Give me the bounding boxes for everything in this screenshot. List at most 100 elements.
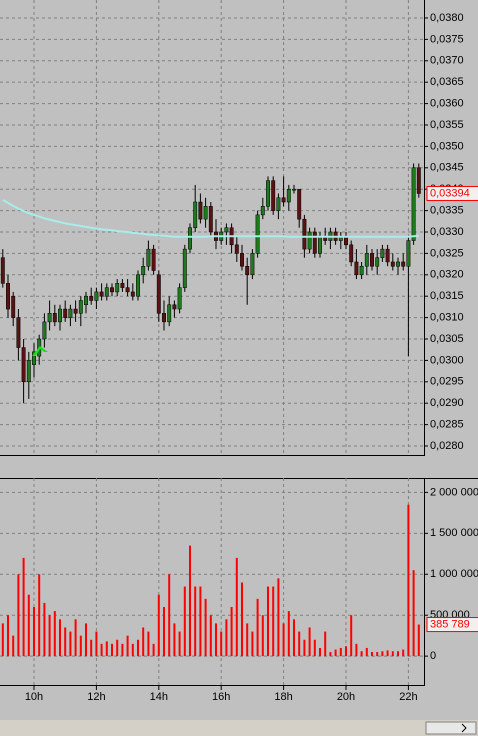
candle-body [307,231,312,250]
candle-body [104,287,109,297]
candle-body [188,227,192,250]
scroll-right-arrow[interactable] [461,723,467,733]
volume-bar [246,623,249,657]
volume-bar [371,652,373,657]
volume-bar [69,631,72,657]
candle-body [390,261,395,267]
y-tick-label: 0,0330 [430,226,464,238]
candle-body [6,283,10,310]
candle-body [156,274,161,314]
y-tick-label: 0,0355 [430,119,464,131]
volume-bar [215,623,217,657]
candle-body [292,188,296,191]
volume-bar [303,639,306,657]
volume-bar [339,647,342,657]
candle-body [375,257,380,267]
volume-bar [105,641,108,657]
volume-bar [79,635,82,657]
candle-body [78,300,83,314]
scrollbar[interactable] [0,720,478,736]
candle-body [203,206,208,220]
candle-body [99,291,104,297]
candle-body [302,218,307,250]
y-tick-label: 0,0370 [430,55,464,67]
moving-average [2,199,419,238]
candle-body [11,295,16,318]
volume-bar [251,631,254,657]
volume-bar [293,619,295,657]
scrollbar-thumb[interactable] [425,721,477,735]
volume-bar [178,631,181,657]
candle-body [110,287,114,293]
volume-bar [230,607,233,657]
volume-bar [85,623,87,657]
grid [0,0,424,686]
y-tick-label: 0,0365 [430,76,464,88]
volume-bar [267,586,269,657]
volume-bar [313,639,316,657]
volume-bar [173,623,176,657]
candle-body [380,248,385,258]
candle-body [162,313,166,323]
volume-bar [324,631,327,657]
volume-bar [131,643,134,657]
y-tick-label: 0,0335 [430,204,464,216]
volume-bar [194,586,197,657]
candle-body [411,167,416,241]
volume-bar [199,586,202,657]
last-price-label: 0,03394 [430,187,470,199]
candle-body [354,261,359,276]
candle-body [312,231,317,254]
candle-body [94,291,99,301]
y-tick-label: 0,0325 [430,247,464,259]
y-tick-label: 0,0315 [430,290,464,302]
candle-body [406,240,411,267]
y-tick-label: 1 500 000 [430,527,478,539]
volume-bar [189,545,191,657]
candle-body [63,308,68,318]
candle-body [89,295,94,301]
candle-body [286,188,291,203]
candle-body [318,236,322,254]
volume-bar [111,643,113,657]
y-tick-label: 0,0320 [430,269,464,281]
candle-body [193,201,198,228]
volume-bar [256,598,259,657]
volume-bar [386,650,389,657]
marks [0,163,421,657]
y-tick-label: 0,0350 [430,140,464,152]
candle-body [0,257,5,284]
y-tick-label: 0,0310 [430,312,464,324]
volume-bar [147,631,150,657]
volume-bar [7,615,9,657]
volume-bar [360,651,363,657]
y-tick-label: 0,0380 [430,12,464,24]
volume-bar [142,627,145,657]
volume-bar [64,627,67,657]
x-tick-label: 20h [337,691,355,703]
candle-body [26,360,31,383]
candle-body [16,317,21,348]
candle-body [84,295,88,306]
volume-bar [204,598,207,657]
y-tick-label: 0,0290 [430,397,464,409]
y-tick-label: 0,0305 [430,333,464,345]
candle-body [260,206,265,216]
volume-bar [329,652,332,657]
candle-body [416,167,421,194]
candle-body [240,253,244,267]
volume-bar [334,649,337,657]
candle-body [224,227,229,233]
candle-body [68,308,73,318]
candle-body [146,248,151,267]
y-tick-label: 0,0295 [430,376,464,388]
volume-bar [261,615,264,657]
y-tick-label: 0,0375 [430,33,464,45]
volume-bar [152,643,155,657]
volume-bar [355,643,358,657]
volume-bar [381,651,384,657]
volume-bar [183,586,186,657]
candle-body [198,201,203,220]
volume-bar [126,635,129,657]
